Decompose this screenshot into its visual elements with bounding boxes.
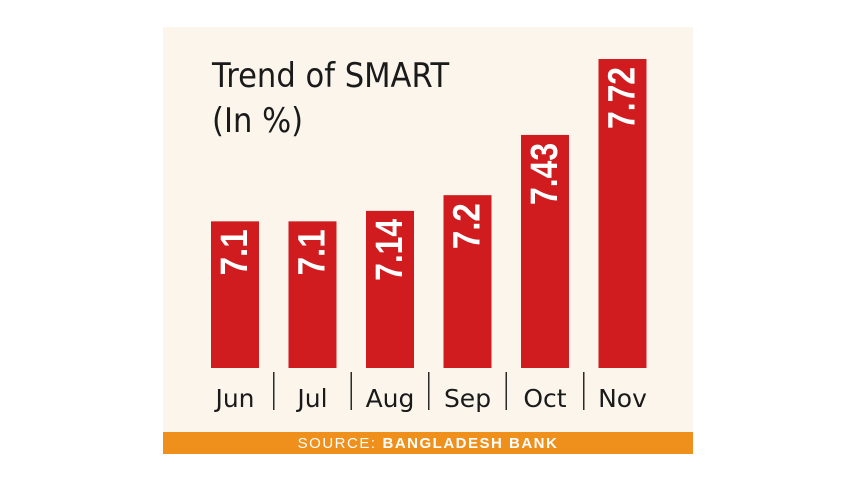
bar-value-label: 7.2 (447, 203, 489, 249)
source-prefix: SOURCE: (297, 434, 377, 452)
x-tick-label: Sep (444, 384, 491, 413)
bar-jun (211, 221, 259, 368)
bar-value-label: 7.1 (292, 229, 334, 275)
x-tick-label: Aug (366, 384, 415, 413)
x-tick-label: Jul (295, 384, 327, 413)
bar-value-label: 7.14 (369, 219, 411, 281)
x-tick-label: Nov (598, 384, 647, 413)
x-tick-label: Oct (523, 384, 566, 413)
bar-jul (288, 221, 337, 368)
source-name: BANGLADESH BANK (382, 434, 559, 452)
chart-title: Trend of SMART (212, 56, 450, 96)
bar-value-label: 7.72 (602, 67, 644, 129)
bar-aug (366, 210, 414, 368)
chart-panel: Trend of SMART (In %) 7.1 Jun 7.1 Jul 7.14 Au… (163, 27, 693, 454)
bar-oct (521, 134, 569, 368)
bar-value-label: 7.43 (524, 143, 566, 205)
bar-value-label: 7.1 (214, 229, 256, 275)
bar-sep (443, 195, 492, 368)
bar-chart: 7.1 Jun 7.1 Jul 7.14 Aug 7.2 Sep 7.43 Oct 7.72 Nov (211, 59, 647, 413)
source-bar: SOURCE: BANGLADESH BANK (163, 432, 693, 454)
x-tick-label: Jun (213, 384, 254, 413)
bar-nov (598, 59, 647, 368)
chart-subtitle: (In %) (212, 101, 304, 141)
